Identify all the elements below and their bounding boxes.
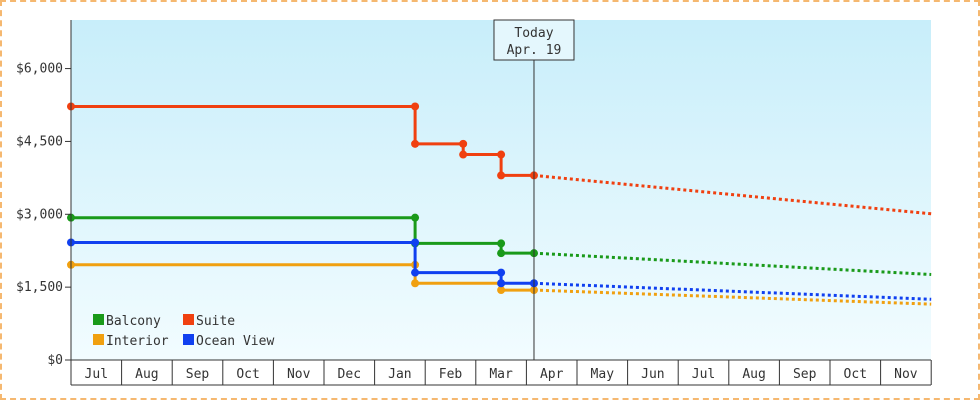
data-point-balcony — [497, 249, 506, 258]
today-date: Apr. 19 — [507, 43, 562, 58]
y-tick-label: $6,000 — [16, 62, 63, 77]
y-tick-label: $0 — [47, 353, 63, 368]
x-tick-label: Dec — [338, 367, 361, 382]
legend-swatch-suite — [183, 314, 194, 325]
data-point-ocean-view — [497, 268, 506, 277]
data-point-interior — [497, 286, 506, 295]
plot-area — [71, 20, 931, 360]
x-tick-label: Sep — [186, 367, 210, 382]
x-tick-label: Jan — [388, 367, 411, 382]
x-tick-label: Mar — [489, 367, 513, 382]
data-point-suite — [497, 171, 506, 180]
x-tick-label: Jun — [641, 367, 664, 382]
data-point-balcony — [497, 239, 506, 248]
data-point-ocean-view — [497, 279, 506, 288]
x-tick-label: Nov — [894, 367, 918, 382]
data-point-suite — [411, 102, 420, 111]
legend-swatch-ocean-view — [183, 334, 194, 345]
legend-swatch-interior — [93, 334, 104, 345]
data-point-suite — [497, 150, 506, 159]
data-point-suite — [459, 150, 468, 159]
x-tick-label: Feb — [439, 367, 463, 382]
data-point-ocean-view — [411, 268, 420, 277]
y-tick-label: $1,500 — [16, 280, 63, 295]
x-tick-label: Aug — [135, 367, 158, 382]
series-line-interior — [71, 263, 534, 292]
x-tick-label: Apr — [540, 367, 564, 382]
forecast-line-ocean-view — [533, 281, 932, 301]
y-tick-label: $3,000 — [16, 207, 63, 222]
forecast-line-suite — [533, 173, 932, 216]
forecast-line-interior — [533, 288, 932, 306]
data-point-suite — [459, 139, 468, 148]
forecast-line-balcony — [533, 251, 932, 277]
today-label: Today — [514, 26, 553, 41]
series-line-ocean-view — [71, 241, 534, 285]
data-point-ocean-view — [411, 238, 420, 247]
x-tick-label: Jul — [692, 367, 715, 382]
legend-label-balcony: Balcony — [106, 314, 161, 329]
x-tick-label: Sep — [793, 367, 817, 382]
data-point-balcony — [411, 213, 420, 222]
x-tick-label: Oct — [236, 367, 259, 382]
x-tick-label: Nov — [287, 367, 311, 382]
data-point-suite — [411, 139, 420, 148]
series-line-balcony — [71, 216, 534, 255]
legend-swatch-balcony — [93, 314, 104, 325]
x-tick-label: May — [591, 367, 615, 382]
y-tick-label: $4,500 — [16, 134, 63, 149]
legend-label-interior: Interior — [106, 334, 169, 349]
data-point-interior — [411, 279, 420, 288]
legend-label-ocean-view: Ocean View — [196, 334, 274, 349]
x-tick-label: Jul — [85, 367, 108, 382]
today-box — [493, 19, 575, 61]
legend-label-suite: Suite — [196, 314, 235, 329]
x-tick-label: Oct — [844, 367, 867, 382]
x-tick-label: Aug — [742, 367, 765, 382]
